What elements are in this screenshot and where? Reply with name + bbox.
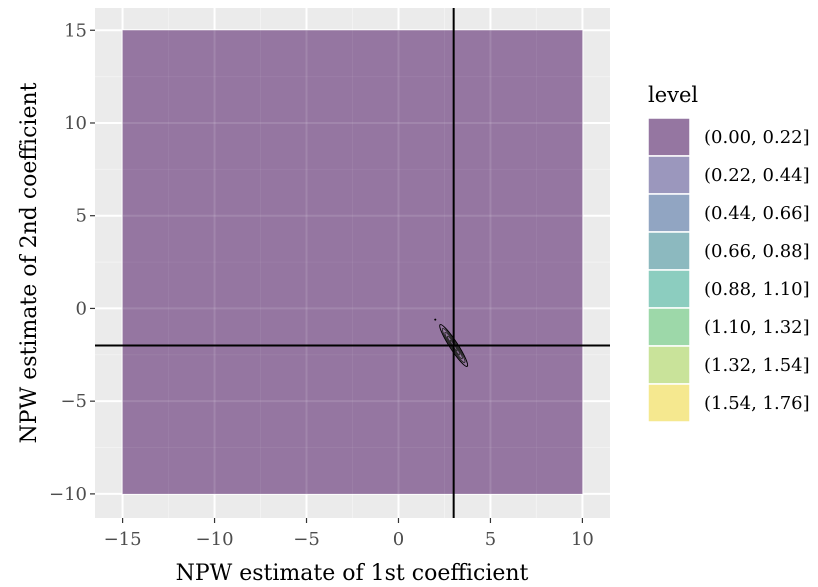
legend-label: (0.22, 0.44] bbox=[704, 165, 810, 186]
x-tick-label: −5 bbox=[293, 529, 320, 550]
legend-key bbox=[647, 193, 691, 233]
legend-label: (0.00, 0.22] bbox=[704, 127, 810, 148]
legend-label: (1.10, 1.32] bbox=[704, 317, 810, 338]
legend-key bbox=[647, 231, 691, 271]
legend-label: (1.32, 1.54] bbox=[704, 355, 810, 376]
reference-lines bbox=[95, 8, 610, 518]
y-tick-label: 5 bbox=[76, 206, 87, 227]
y-tick-label: −10 bbox=[49, 484, 87, 505]
legend-label: (0.88, 1.10] bbox=[704, 279, 810, 300]
x-tick-label: −15 bbox=[104, 529, 142, 550]
legend-label: (0.44, 0.66] bbox=[704, 203, 810, 224]
y-tick-label: 10 bbox=[64, 113, 87, 134]
contour-line bbox=[439, 324, 469, 367]
legend-key bbox=[647, 307, 691, 347]
y-axis-title: NPW estimate of 2nd coefficient bbox=[17, 82, 42, 443]
y-tick-label: −5 bbox=[60, 391, 87, 412]
legend-key bbox=[647, 117, 691, 157]
legend-key bbox=[647, 383, 691, 423]
contour-point bbox=[434, 318, 437, 321]
legend-label: (1.54, 1.76] bbox=[704, 393, 810, 414]
filled-level-region bbox=[122, 30, 583, 494]
x-tick-label: 0 bbox=[393, 529, 404, 550]
y-tick-label: 15 bbox=[64, 20, 87, 41]
y-tick-label: 0 bbox=[76, 298, 87, 319]
legend: level (0.00, 0.22] (0.22, 0.44] (0.44, 0.6… bbox=[647, 83, 810, 423]
contour-line bbox=[441, 327, 466, 364]
legend-label: (0.66, 0.88] bbox=[704, 241, 810, 262]
x-axis-title: NPW estimate of 1st coefficient bbox=[176, 561, 529, 586]
grid-overlay bbox=[122, 30, 583, 494]
x-axis-ticks: −15 −10 −5 0 5 10 bbox=[104, 518, 594, 550]
x-tick-label: 5 bbox=[485, 529, 496, 550]
legend-title: level bbox=[648, 83, 698, 107]
contour-line bbox=[444, 331, 463, 360]
legend-key bbox=[647, 155, 691, 195]
legend-key bbox=[647, 269, 691, 309]
legend-key bbox=[647, 345, 691, 385]
y-axis-ticks: −10 −5 0 5 10 15 bbox=[49, 20, 95, 505]
x-tick-label: −10 bbox=[196, 529, 234, 550]
x-tick-label: 10 bbox=[571, 529, 594, 550]
